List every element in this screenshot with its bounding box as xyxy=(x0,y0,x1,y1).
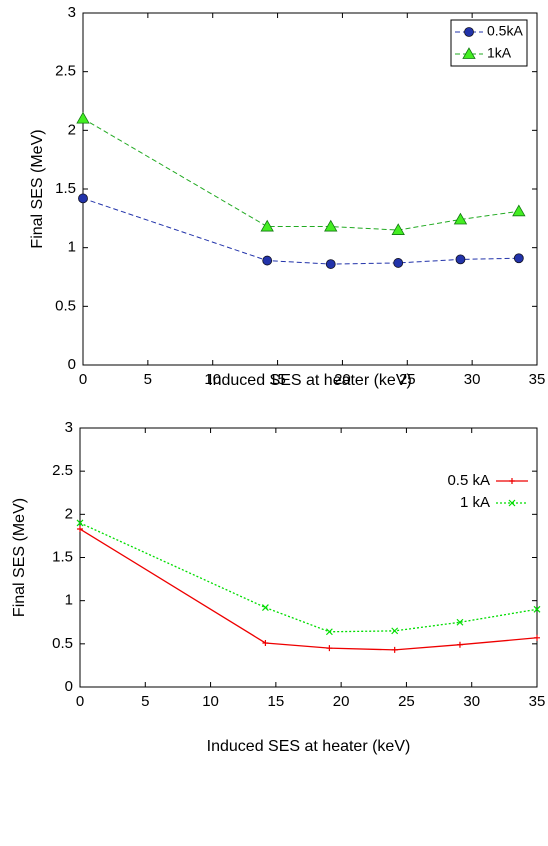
marker xyxy=(455,254,466,265)
y-tick-label: 1.5 xyxy=(55,180,76,197)
marker xyxy=(391,627,399,635)
x-tick-label: 25 xyxy=(398,693,415,710)
marker xyxy=(453,212,468,225)
x-tick-label: 5 xyxy=(141,693,149,710)
y-tick-label: 2 xyxy=(65,505,73,522)
legend-label: 1 kA xyxy=(460,494,490,511)
marker xyxy=(513,253,524,264)
series-line xyxy=(82,118,519,231)
x-axis-label: Induced SES at heater (keV) xyxy=(208,372,412,389)
x-tick-label: 25 xyxy=(399,371,416,388)
x-tick-label: 35 xyxy=(529,693,546,710)
legend-label: 1kA xyxy=(487,45,512,61)
x-tick-label: 0 xyxy=(76,693,84,710)
marker xyxy=(325,628,333,636)
plot-frame xyxy=(79,427,538,688)
y-tick-label: 0 xyxy=(65,678,73,695)
x-tick-label: 0 xyxy=(79,371,87,388)
marker xyxy=(260,219,274,232)
y-tick-label: 1 xyxy=(68,239,76,256)
y-axis-label: Final SES (MeV) xyxy=(29,129,46,248)
x-tick-label: 30 xyxy=(464,371,481,388)
marker xyxy=(324,219,338,232)
marker xyxy=(78,193,88,204)
y-tick-label: 2 xyxy=(68,121,76,138)
marker xyxy=(76,111,90,124)
y-tick-label: 3 xyxy=(65,419,73,436)
marker xyxy=(76,519,84,527)
x-tick-label: 15 xyxy=(269,371,286,388)
legend-label: 0.5kA xyxy=(487,23,523,39)
x-tick-label: 35 xyxy=(529,371,546,388)
x-tick-label: 20 xyxy=(333,693,350,710)
series-line xyxy=(82,197,519,265)
y-axis-label: Final SES (MeV) xyxy=(11,498,28,617)
marker xyxy=(464,27,474,37)
x-tick-label: 10 xyxy=(202,693,219,710)
legend-label: 0.5 kA xyxy=(447,472,490,489)
marker xyxy=(326,645,333,652)
x-tick-label: 15 xyxy=(268,693,285,710)
x-tick-label: 5 xyxy=(144,371,152,388)
series-line xyxy=(79,522,538,633)
y-tick-label: 2.5 xyxy=(55,63,76,80)
x-tick-label: 10 xyxy=(204,371,221,388)
y-tick-label: 2.5 xyxy=(52,462,73,479)
y-tick-label: 0.5 xyxy=(55,297,76,314)
x-tick-label: 20 xyxy=(334,371,351,388)
marker xyxy=(509,478,515,484)
marker xyxy=(77,526,83,533)
marker xyxy=(325,259,336,269)
marker xyxy=(262,639,269,646)
marker xyxy=(512,204,526,217)
marker xyxy=(261,604,269,611)
marker xyxy=(456,641,463,648)
marker xyxy=(391,646,398,653)
marker xyxy=(393,258,404,268)
marker xyxy=(456,618,464,626)
y-tick-label: 1.5 xyxy=(52,548,73,565)
marker xyxy=(534,634,540,641)
x-tick-label: 30 xyxy=(463,693,480,710)
marker xyxy=(533,605,541,613)
marker xyxy=(262,255,273,266)
marker xyxy=(508,499,516,507)
y-tick-label: 3 xyxy=(68,4,76,21)
y-tick-label: 0.5 xyxy=(52,635,73,652)
y-tick-label: 0 xyxy=(68,356,76,373)
series-line xyxy=(79,528,538,651)
marker xyxy=(391,223,405,235)
marker xyxy=(462,47,476,59)
y-tick-label: 1 xyxy=(65,592,73,609)
x-axis-label: Induced SES at heater (keV) xyxy=(207,738,411,755)
